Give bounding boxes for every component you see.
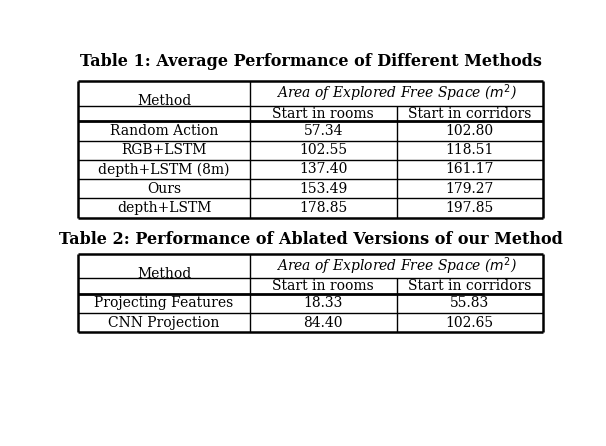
Text: RGB+LSTM: RGB+LSTM <box>121 143 207 157</box>
Text: Area of Explored Free Space ($m^2$): Area of Explored Free Space ($m^2$) <box>276 83 518 104</box>
Text: 18.33: 18.33 <box>304 297 343 310</box>
Text: 153.49: 153.49 <box>299 182 347 196</box>
Text: Method: Method <box>137 267 191 281</box>
Text: CNN Projection: CNN Projection <box>108 316 220 330</box>
Text: 178.85: 178.85 <box>299 201 347 215</box>
Text: depth+LSTM (8m): depth+LSTM (8m) <box>98 162 230 177</box>
Text: 137.40: 137.40 <box>299 162 348 177</box>
Text: Area of Explored Free Space ($m^2$): Area of Explored Free Space ($m^2$) <box>276 255 518 277</box>
Text: 55.83: 55.83 <box>450 297 490 310</box>
Text: 84.40: 84.40 <box>304 316 343 330</box>
Text: 118.51: 118.51 <box>445 143 494 157</box>
Text: 161.17: 161.17 <box>445 162 494 177</box>
Text: depth+LSTM: depth+LSTM <box>117 201 211 215</box>
Text: Start in rooms: Start in rooms <box>273 279 375 293</box>
Text: Projecting Features: Projecting Features <box>95 297 234 310</box>
Text: Method: Method <box>137 94 191 108</box>
Text: 57.34: 57.34 <box>304 124 343 138</box>
Text: 102.65: 102.65 <box>446 316 494 330</box>
Text: Random Action: Random Action <box>110 124 218 138</box>
Text: 102.55: 102.55 <box>299 143 347 157</box>
Text: 102.80: 102.80 <box>446 124 494 138</box>
Text: Start in corridors: Start in corridors <box>408 279 531 293</box>
Text: 179.27: 179.27 <box>445 182 494 196</box>
Text: Start in rooms: Start in rooms <box>273 107 375 120</box>
Text: Start in corridors: Start in corridors <box>408 107 531 120</box>
Text: Table 1: Average Performance of Different Methods: Table 1: Average Performance of Differen… <box>79 53 542 70</box>
Text: 197.85: 197.85 <box>445 201 494 215</box>
Text: Table 2: Performance of Ablated Versions of our Method: Table 2: Performance of Ablated Versions… <box>59 231 562 248</box>
Text: Ours: Ours <box>147 182 181 196</box>
